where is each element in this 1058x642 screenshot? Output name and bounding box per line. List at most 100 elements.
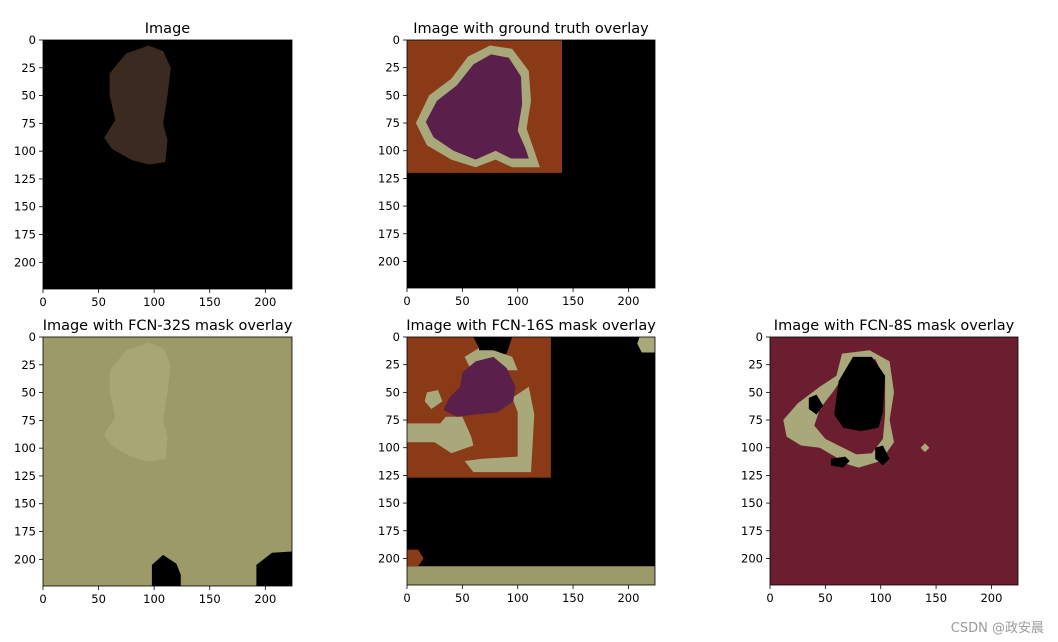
axes-frame (406, 336, 656, 586)
y-tick-label: 125 (378, 468, 400, 482)
x-tick-label: 200 (254, 295, 276, 309)
y-tick-label: 25 (21, 358, 36, 372)
y-tick-label: 200 (14, 552, 36, 566)
watermark: CSDN @政安晨 (950, 621, 1044, 636)
x-tick-label: 0 (403, 294, 410, 308)
subplot-4: Image with FCN-16S mask overlay 0 50 100 150… (378, 318, 656, 605)
subplot-2: Image with ground truth overlay 0 50 100 150… (378, 21, 656, 308)
region-purple-dog (443, 356, 516, 417)
y-tick-label: 75 (385, 116, 400, 130)
region-dog (104, 45, 171, 165)
y-tick-label: 200 (378, 551, 400, 565)
x-tick-label: 100 (507, 591, 529, 605)
x-tick-label: 0 (766, 591, 773, 605)
y-tick-label: 200 (378, 254, 400, 268)
subplot-title: Image (145, 21, 190, 37)
x-tick-label: 100 (143, 295, 165, 309)
y-tick-label: 75 (21, 413, 36, 427)
axes-frame (769, 336, 1019, 586)
y-tick-label: 100 (378, 441, 400, 455)
x-tick-label: 100 (143, 592, 165, 606)
x-tick-label: 50 (455, 591, 470, 605)
y-tick-label: 200 (741, 551, 763, 565)
y-tick-label: 175 (14, 228, 36, 242)
x-tick-label: 200 (254, 592, 276, 606)
y-tick-label: 25 (385, 358, 400, 372)
axes-frame (42, 336, 293, 587)
x-tick-label: 50 (91, 295, 106, 309)
y-tick-label: 150 (14, 200, 36, 214)
y-tick-label: 100 (378, 144, 400, 158)
y-tick-label: 175 (378, 524, 400, 538)
subplot-title: Image with ground truth overlay (413, 21, 649, 37)
subplot-1: Image 0 50 100 150 200 0 25 50 75 100 125 150 175 200 (14, 21, 293, 309)
x-tick-label: 100 (507, 294, 529, 308)
x-tick-label: 150 (562, 591, 584, 605)
axes-frame (406, 39, 656, 289)
x-tick-label: 200 (617, 294, 639, 308)
region-black-spot-1 (808, 394, 824, 415)
y-tick-label: 100 (14, 441, 36, 455)
y-tick-label: 175 (378, 227, 400, 241)
y-tick-label: 100 (741, 441, 763, 455)
y-tick-label: 125 (378, 171, 400, 185)
region-black-spot-2 (830, 456, 850, 468)
y-tick-label: 200 (14, 255, 36, 269)
x-tick-label: 0 (403, 591, 410, 605)
y-tick-label: 125 (14, 172, 36, 186)
y-tick-label: 50 (21, 386, 36, 400)
x-tick-label: 150 (562, 294, 584, 308)
region-yellow-left (407, 416, 474, 454)
x-tick-label: 0 (39, 295, 46, 309)
region-black-spot-3 (875, 445, 890, 466)
x-tick-label: 150 (199, 592, 221, 606)
y-tick-label: 0 (29, 33, 36, 47)
y-tick-label: 150 (741, 496, 763, 510)
x-tick-label: 0 (39, 592, 46, 606)
y-tick-label: 75 (21, 116, 36, 130)
region-dog (425, 54, 529, 160)
region-black-top-1 (479, 337, 496, 351)
y-tick-label: 0 (393, 33, 400, 47)
y-tick-label: 50 (385, 88, 400, 102)
subplot-3: Image with FCN-32S mask overlay 0 50 100 150… (14, 318, 293, 606)
region-black-dog (834, 356, 886, 432)
plot-background (770, 337, 1018, 585)
x-tick-label: 200 (980, 591, 1002, 605)
y-tick-label: 25 (748, 358, 763, 372)
region-yellow-corner (637, 337, 655, 353)
x-tick-label: 50 (818, 591, 833, 605)
y-tick-label: 50 (385, 385, 400, 399)
y-tick-label: 50 (748, 385, 763, 399)
y-tick-label: 125 (741, 468, 763, 482)
y-tick-label: 0 (29, 330, 36, 344)
x-tick-label: 100 (870, 591, 892, 605)
y-tick-label: 150 (14, 497, 36, 511)
x-tick-label: 50 (91, 592, 106, 606)
region-yellow-right (464, 386, 535, 473)
subplot-title: Image with FCN-16S mask overlay (406, 318, 656, 334)
y-tick-label: 125 (14, 469, 36, 483)
region-yellow-bottom (407, 566, 655, 585)
y-tick-label: 0 (393, 330, 400, 344)
region-black-left (151, 554, 181, 586)
y-tick-label: 75 (748, 413, 763, 427)
x-tick-label: 150 (925, 591, 947, 605)
y-tick-label: 150 (378, 199, 400, 213)
subplot-title: Image with FCN-32S mask overlay (43, 318, 293, 334)
y-tick-label: 25 (385, 61, 400, 75)
region-yellow-dot (920, 443, 930, 453)
y-tick-label: 25 (21, 61, 36, 75)
region-black-right (256, 551, 292, 586)
y-tick-label: 175 (14, 525, 36, 539)
y-tick-label: 175 (741, 524, 763, 538)
y-tick-label: 100 (14, 144, 36, 158)
y-tick-label: 150 (378, 496, 400, 510)
x-tick-label: 150 (199, 295, 221, 309)
subplot-title: Image with FCN-8S mask overlay (774, 318, 1015, 334)
region-black-top-2 (550, 337, 655, 585)
region-yellow-blob (424, 390, 443, 409)
y-tick-label: 0 (756, 330, 763, 344)
x-tick-label: 200 (617, 591, 639, 605)
